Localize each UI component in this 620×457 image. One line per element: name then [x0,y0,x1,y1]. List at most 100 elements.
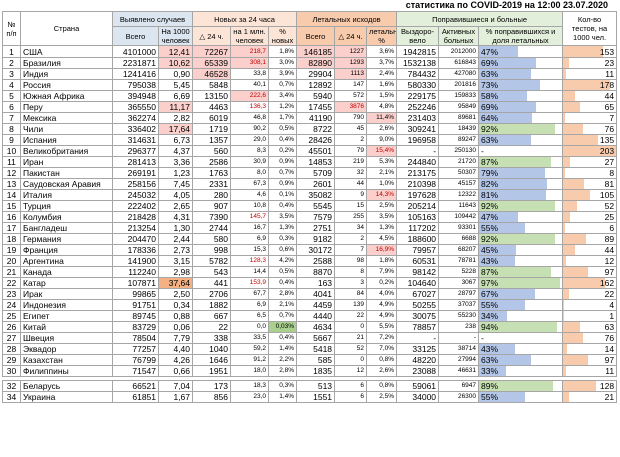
row-number: 25 [2,310,21,322]
country-name: США [20,45,113,58]
tests-fill [563,179,585,189]
new-delta: 13150 [192,90,232,102]
new-pct: 0,4% [268,134,298,146]
recovered-pct-bar: 58% [478,90,564,102]
deaths-delta: 15 [334,200,368,212]
header-new-per1m: на 1 млн. человек [230,26,270,46]
header-recovered-pct: % поправившихся и доля летальных [478,26,564,46]
recovered: 252246 [396,101,440,113]
recovered-pct-bar: 81% [478,189,564,201]
tests-value: 14 [604,344,615,354]
tests-bar: 65 [562,101,618,113]
new-pct: 0,5% [268,266,298,278]
new-pct: 4,2% [268,255,298,267]
country-name: Франция [20,244,113,256]
deaths-total: 1551 [296,391,336,403]
deaths-delta: 255 [334,211,368,223]
row-number: 23 [2,288,21,300]
new-delta: 907 [192,200,232,212]
detected-total: 61851 [112,391,159,403]
recovered-pct-value: - [481,333,484,343]
recovered-pct-bar: - [478,145,564,157]
detected-per1000: 0,34 [157,299,194,311]
new-per1m: 10,8 [230,200,270,212]
tests-fill [563,146,616,156]
recovered-pct-fill [479,355,532,365]
new-delta: 998 [192,244,232,256]
new-per1m: 33,5 [230,332,270,344]
new-pct: 0,7% [268,79,298,91]
header-deaths-total: Всего [296,26,336,46]
detected-total: 99865 [112,288,159,300]
deaths-pct: 2,6% [366,365,398,377]
recovered-pct-fill [479,190,547,200]
active: 45157 [438,178,480,190]
deaths-total: 5418 [296,343,336,355]
deaths-delta: 9 [334,189,368,201]
detected-per1000: 7,04 [157,380,194,392]
tests-bar: 63 [562,321,618,333]
new-delta: 338 [192,332,232,344]
active: 201816 [438,79,480,91]
recovered: 231403 [396,112,440,124]
deaths-pct: 1,6% [366,79,398,91]
table-row: 8 Чили 336402 17,64 1719 90,2 0,5% 8722 45 2,6% 30… [2,123,618,135]
deaths-total: 9182 [296,233,336,245]
deaths-pct: 2,5% [366,200,398,212]
deaths-delta: 79 [334,145,368,157]
recovered: 105163 [396,211,440,223]
table-row: 6 Перу 365550 11,17 4463 136,3 1,2% 17455 3876 4,… [2,101,618,113]
detected-per1000: 4,26 [157,354,194,366]
table-row: 23 Ирак 99865 2,50 2706 67,7 2,8% 4041 84 4,0% 670… [2,288,618,300]
active: - [438,332,480,344]
recovered: 188600 [396,233,440,245]
detected-total: 178336 [112,244,159,256]
active: 89681 [438,112,480,124]
row-number: 28 [2,343,21,355]
deaths-pct: 7,9% [366,266,398,278]
recovered-pct-fill [479,168,545,178]
new-per1m: 15,3 [230,244,270,256]
detected-per1000: 7,45 [157,178,194,190]
table-row: 34 Украина 61851 1,67 856 23,0 1,4% 1551 6 2,5% 34… [2,391,618,403]
row-number: 6 [2,101,21,113]
deaths-delta: 572 [334,90,368,102]
tests-bar: 4 [562,299,618,311]
deaths-total: 4634 [296,321,336,333]
header-new-pct: % новых [268,26,298,46]
detected-per1000: 0,06 [157,321,194,333]
country-name: Колумбия [20,211,113,223]
deaths-delta: 98 [334,255,368,267]
header-recovered: Выздоро-вело [396,26,440,46]
active: 50307 [438,167,480,179]
recovered: 117202 [396,222,440,234]
recovered-pct-value: 94% [481,322,499,332]
row-number: 9 [2,134,21,146]
active: 95849 [438,101,480,113]
recovered-pct-bar: 97% [478,277,564,289]
detected-per1000: 2,98 [157,266,194,278]
country-name: Ирак [20,288,113,300]
recovered-pct-bar: 92% [478,233,564,245]
recovered: 210398 [396,178,440,190]
tests-bar: 76 [562,123,618,135]
recovered-pct-fill [479,69,532,79]
deaths-pct: 9,0% [366,134,398,146]
new-delta: 2706 [192,288,232,300]
recovered: 60531 [396,255,440,267]
active: 2012000 [438,45,480,58]
new-pct: 0,6% [268,244,298,256]
new-delta: 1763 [192,167,232,179]
country-name: Эквадор [20,343,113,355]
tests-bar: 128 [562,380,618,392]
country-name: Испания [20,134,113,146]
detected-total: 71547 [112,365,159,377]
deaths-total: 7579 [296,211,336,223]
detected-per1000: 2,73 [157,244,194,256]
detected-per1000: 6,69 [157,90,194,102]
deaths-delta: 52 [334,343,368,355]
deaths-delta: 3876 [334,101,368,113]
tests-fill [563,124,583,134]
table-row: 12 Пакистан 269191 1,23 1763 8,0 0,7% 5709 32 2,1… [2,167,618,179]
new-delta: 5782 [192,255,232,267]
